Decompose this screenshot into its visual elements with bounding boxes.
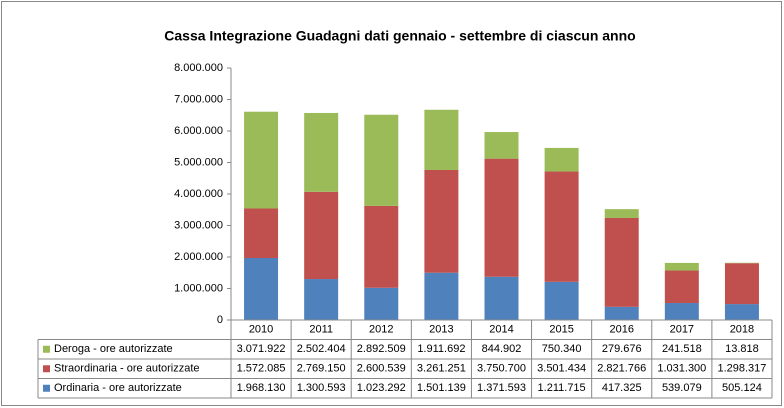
table-value: 1.211.715 (538, 382, 586, 394)
legend-label: Straordinaria - ore autorizzate (54, 363, 200, 375)
bar-segment (304, 191, 339, 280)
y-tick-label: 5.000.000 (174, 156, 223, 168)
table-value: 1.300.593 (297, 382, 346, 394)
table-value: 1.031.300 (657, 363, 706, 375)
bar-segment (484, 158, 519, 277)
y-tick-label: 7.000.000 (174, 93, 223, 105)
legend-label: Ordinaria - ore autorizzate (54, 382, 182, 394)
x-tick-label: 2011 (309, 324, 333, 336)
bar-segment (664, 303, 699, 320)
table-value: 1.501.139 (417, 382, 466, 394)
y-tick-label: 6.000.000 (174, 125, 223, 137)
table-value: 844.902 (482, 343, 522, 355)
legend-swatch (43, 345, 50, 353)
bar-segment (724, 263, 759, 305)
legend-label: Deroga - ore autorizzate (54, 343, 173, 355)
y-tick-label: 4.000.000 (174, 188, 223, 200)
y-tick-label: 8.000.000 (174, 62, 223, 74)
bar-segment (424, 272, 459, 320)
table-value: 1.371.593 (477, 382, 526, 394)
bar-segment (604, 209, 639, 218)
y-tick-label: 3.000.000 (174, 219, 223, 231)
table-value: 1.911.692 (417, 343, 465, 355)
x-tick-label: 2015 (549, 324, 573, 336)
table-value: 2.600.539 (357, 363, 406, 375)
table-value: 3.071.922 (237, 343, 286, 355)
table-value: 2.821.766 (597, 363, 646, 375)
table-value: 3.261.251 (417, 363, 466, 375)
table-value: 1.572.085 (237, 363, 286, 375)
x-tick-label: 2016 (609, 324, 633, 336)
bar-segment (364, 114, 399, 206)
bar-segment (304, 279, 339, 320)
table-value: 505.124 (722, 382, 762, 394)
bar-segment (244, 111, 279, 209)
legend-swatch (43, 365, 50, 373)
bar-segment (484, 132, 519, 159)
x-tick-label: 2010 (249, 324, 273, 336)
legend-swatch (43, 384, 50, 392)
bar-segment (244, 258, 279, 320)
bar-segment (544, 281, 579, 320)
bar-segment (304, 112, 339, 192)
bar-segment (724, 304, 759, 320)
table-value: 241.518 (662, 343, 702, 355)
table-value: 2.502.404 (297, 343, 346, 355)
table-value: 279.676 (602, 343, 642, 355)
y-tick-label: 1.000.000 (174, 282, 223, 294)
x-tick-label: 2014 (489, 324, 513, 336)
bar-segment (544, 171, 579, 282)
bar-segment (364, 287, 399, 320)
table-value: 1.968.130 (237, 382, 286, 394)
bar-segment (364, 205, 399, 288)
bar-segment (664, 270, 699, 304)
bar-segment (484, 276, 519, 320)
chart-title: Cassa Integrazione Guadagni dati gennaio… (164, 28, 635, 44)
table-value: 539.079 (662, 382, 702, 394)
table-value: 750.340 (542, 343, 582, 355)
x-tick-label: 2018 (730, 324, 754, 336)
table-value: 1.023.292 (357, 382, 406, 394)
table-value: 13.818 (725, 343, 759, 355)
table-value: 1.298.317 (717, 363, 766, 375)
bar-segment (424, 109, 459, 170)
bar-segment (244, 208, 279, 259)
x-tick-label: 2017 (670, 324, 694, 336)
bar-segment (544, 147, 579, 172)
table-value: 3.501.434 (537, 363, 586, 375)
bar-segment (664, 262, 699, 271)
bar-segment (604, 306, 639, 320)
table-value: 3.750.700 (477, 363, 526, 375)
bar-segment (604, 217, 639, 307)
table-value: 2.769.150 (297, 363, 346, 375)
bar-segment (424, 169, 459, 273)
x-tick-label: 2012 (369, 324, 393, 336)
y-tick-label: 2.000.000 (174, 251, 223, 263)
y-tick-label: 0 (217, 314, 223, 326)
table-value: 417.325 (602, 382, 642, 394)
table-value: 2.892.509 (357, 343, 406, 355)
x-tick-label: 2013 (429, 324, 453, 336)
